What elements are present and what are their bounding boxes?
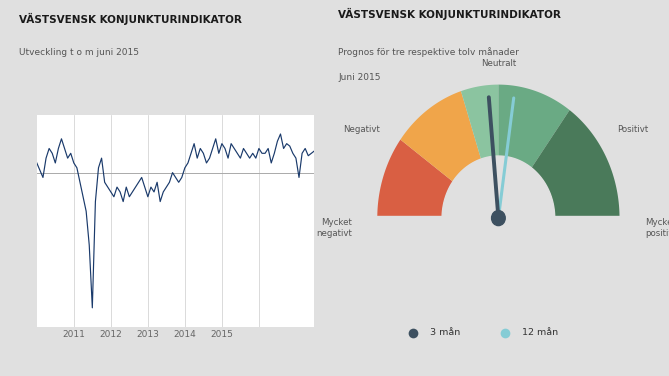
Polygon shape <box>360 216 637 293</box>
Polygon shape <box>377 139 453 218</box>
Text: Utveckling t o m juni 2015: Utveckling t o m juni 2015 <box>19 49 139 58</box>
Polygon shape <box>531 110 619 218</box>
Text: Juni 2015: Juni 2015 <box>338 73 381 82</box>
Text: Mycket
positivt: Mycket positivt <box>645 218 669 238</box>
Text: Mycket
negativt: Mycket negativt <box>316 218 352 238</box>
Polygon shape <box>461 85 498 159</box>
Text: 3 mån: 3 mån <box>430 328 460 337</box>
Circle shape <box>492 211 505 226</box>
Text: 12 mån: 12 mån <box>522 328 559 337</box>
Text: Neutralt: Neutralt <box>481 59 516 68</box>
Text: Positivt: Positivt <box>617 125 648 134</box>
Polygon shape <box>498 85 569 168</box>
Polygon shape <box>401 91 481 182</box>
Polygon shape <box>442 156 555 218</box>
Text: VÄSTSVENSK KONJUNKTURINDIKATOR: VÄSTSVENSK KONJUNKTURINDIKATOR <box>338 8 561 20</box>
Text: Prognos för tre respektive tolv månader: Prognos för tre respektive tolv månader <box>338 47 519 57</box>
Text: Negativt: Negativt <box>343 125 380 134</box>
Text: VÄSTSVENSK KONJUNKTURINDIKATOR: VÄSTSVENSK KONJUNKTURINDIKATOR <box>19 13 242 25</box>
